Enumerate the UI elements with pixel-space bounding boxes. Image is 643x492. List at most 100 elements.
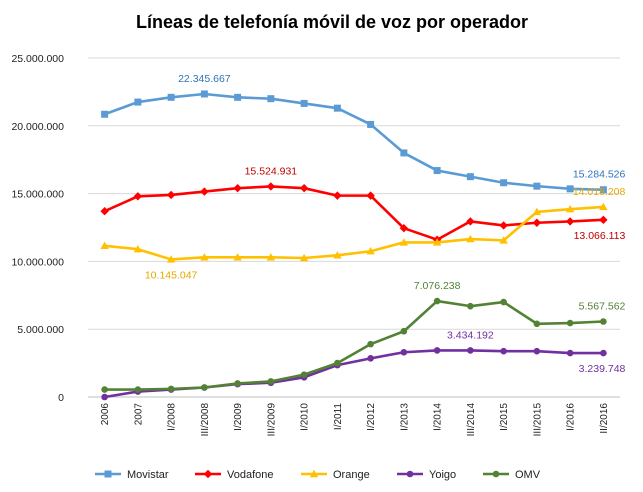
- data-point: [233, 183, 242, 193]
- x-tick-label: III/2009: [266, 403, 277, 437]
- x-tick-label: I/2016: [566, 403, 577, 431]
- data-point: [533, 182, 541, 190]
- y-tick-label: 10.000.000: [11, 256, 64, 268]
- x-tick-label: III/2015: [532, 403, 543, 437]
- data-point: [432, 238, 442, 246]
- data-point: [532, 207, 542, 216]
- series-yoigo: [101, 347, 607, 401]
- data-point: [466, 234, 475, 243]
- legend-label: Yoigo: [429, 469, 456, 481]
- x-tick-label: I/2010: [300, 403, 311, 431]
- series-vodafone: [100, 182, 608, 244]
- data-point: [492, 470, 500, 478]
- data-point: [599, 215, 608, 225]
- x-tick-label: I/2013: [399, 403, 410, 431]
- data-point: [599, 202, 608, 211]
- legend-item-movistar: Movistar: [95, 469, 169, 481]
- x-tick-label: I/2015: [499, 403, 510, 431]
- x-tick-label: I/2011: [333, 403, 344, 430]
- data-label: 14.018.208: [573, 186, 626, 198]
- data-label: 10.145.047: [145, 269, 198, 281]
- x-tick-label: I/2012: [366, 403, 377, 431]
- data-point: [500, 179, 508, 187]
- data-point: [333, 191, 342, 200]
- data-point: [167, 385, 175, 393]
- y-tick-label: 0: [58, 392, 64, 404]
- data-point: [499, 221, 508, 230]
- y-tick-label: 25.000.000: [11, 53, 64, 65]
- data-point: [101, 110, 109, 118]
- data-point: [599, 186, 607, 194]
- series-omv: [101, 297, 607, 393]
- data-label: 15.284.526: [573, 169, 626, 181]
- data-point: [166, 190, 176, 200]
- data-point: [300, 371, 308, 378]
- data-point: [266, 182, 276, 191]
- data-label: 5.567.562: [579, 301, 626, 313]
- data-point: [532, 218, 542, 227]
- legend-item-omv: OMV: [483, 469, 541, 481]
- series-line: [104, 92, 604, 192]
- legend-item-vodafone: Vodafone: [195, 469, 274, 481]
- data-point: [467, 302, 474, 310]
- data-point: [406, 470, 414, 478]
- data-point: [433, 297, 441, 305]
- x-tick-label: I/2009: [233, 403, 244, 431]
- data-point: [234, 93, 242, 101]
- y-tick-label: 15.000.000: [11, 189, 64, 201]
- legend-label: Orange: [333, 469, 370, 481]
- data-point: [499, 236, 508, 244]
- data-point: [200, 90, 208, 98]
- data-point: [333, 251, 342, 259]
- series-orange: [100, 202, 608, 263]
- series-line: [104, 349, 604, 399]
- data-point: [166, 255, 176, 263]
- legend-label: Movistar: [127, 469, 169, 481]
- data-point: [367, 340, 374, 348]
- x-tick-label: 2007: [133, 403, 144, 426]
- x-tick-label: I/2014: [433, 403, 444, 431]
- data-point: [367, 120, 375, 128]
- data-point: [299, 253, 309, 262]
- x-axis: 2006 2007 I/2008 III/2008 I/2009 III/2009 I/20…: [88, 396, 620, 437]
- series-line: [104, 205, 604, 261]
- legend-item-yoigo: Yoigo: [397, 469, 456, 481]
- data-point: [266, 253, 276, 261]
- data-point: [299, 183, 309, 193]
- data-point: [566, 185, 574, 193]
- chart-title: Líneas de telefonía móvil de voz por ope…: [136, 12, 528, 32]
- x-tick-label: III/2014: [466, 403, 477, 437]
- data-point: [400, 149, 408, 157]
- y-axis: 0 5.000.000 10.000.000 15.000.000 20.000.000…: [11, 53, 64, 404]
- data-point: [101, 393, 108, 401]
- series-line: [104, 185, 604, 242]
- y-tick-label: 5.000.000: [17, 324, 64, 336]
- data-point: [466, 173, 474, 181]
- data-point: [366, 247, 375, 255]
- gridlines: [88, 57, 620, 398]
- data-point: [134, 98, 142, 106]
- data-label: 3.434.192: [447, 329, 494, 341]
- data-point: [399, 238, 409, 246]
- legend-item-orange: Orange: [301, 469, 370, 481]
- data-label: 15.524.931: [245, 165, 298, 177]
- data-point: [200, 187, 209, 196]
- data-point: [267, 95, 275, 103]
- data-point: [300, 99, 308, 107]
- data-point: [400, 327, 408, 335]
- data-label: 7.076.238: [414, 280, 461, 292]
- data-point: [399, 223, 409, 233]
- data-point: [334, 359, 341, 367]
- data-point: [100, 207, 109, 216]
- data-point: [400, 348, 408, 356]
- data-point: [309, 469, 319, 478]
- x-tick-label: 2006: [100, 403, 111, 426]
- legend-label: Vodafone: [227, 469, 274, 481]
- data-point: [101, 386, 108, 393]
- data-point: [100, 241, 109, 250]
- data-point: [133, 244, 143, 253]
- data-point: [233, 253, 242, 261]
- series-movistar: [101, 90, 607, 194]
- data-point: [200, 253, 209, 261]
